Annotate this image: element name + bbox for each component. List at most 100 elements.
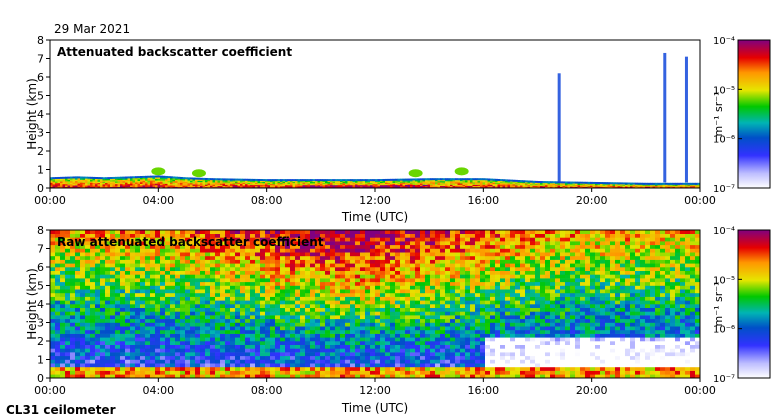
- heatmap-cell: [302, 185, 306, 188]
- heatmap-cell: [50, 181, 53, 184]
- heatmap-cell: [325, 285, 331, 290]
- heatmap-cell: [112, 179, 116, 182]
- heatmap-cell: [392, 181, 396, 183]
- heatmap-cell: [170, 311, 176, 316]
- heatmap-cell: [305, 311, 311, 316]
- heatmap-cell: [265, 322, 271, 327]
- heatmap-cell: [310, 300, 316, 305]
- heatmap-cell: [355, 248, 361, 253]
- heatmap-cell: [130, 333, 136, 338]
- heatmap-cell: [195, 177, 198, 180]
- heatmap-cell: [65, 259, 71, 264]
- heatmap-cell: [235, 248, 241, 253]
- heatmap-cell: [175, 374, 181, 378]
- heatmap-cell: [585, 184, 588, 186]
- heatmap-cell: [295, 180, 298, 183]
- heatmap-cell: [270, 329, 276, 334]
- heatmap-cell: [497, 182, 501, 185]
- heatmap-cell: [150, 307, 156, 312]
- heatmap-cell: [315, 281, 321, 286]
- heatmap-cell: [332, 182, 336, 185]
- heatmap-cell: [150, 363, 156, 368]
- heatmap-cell: [427, 184, 431, 187]
- heatmap-cell: [92, 185, 96, 188]
- heatmap-cell: [65, 278, 71, 283]
- heatmap-cell: [290, 300, 296, 305]
- heatmap-cell: [265, 185, 268, 188]
- heatmap-cell: [185, 252, 191, 257]
- heatmap-cell: [637, 186, 641, 188]
- heatmap-cell: [400, 281, 406, 286]
- heatmap-cell: [420, 178, 423, 181]
- heatmap-cell: [220, 179, 223, 182]
- heatmap-cell: [330, 311, 336, 316]
- heatmap-cell: [290, 352, 296, 357]
- heatmap-cell: [450, 183, 453, 185]
- heatmap-cell: [245, 259, 251, 264]
- heatmap-cell: [115, 281, 121, 286]
- heatmap-cell: [390, 183, 393, 186]
- heatmap-cell: [130, 248, 136, 253]
- heatmap-cell: [255, 180, 258, 182]
- heatmap-cell: [120, 230, 126, 234]
- heatmap-cell: [325, 255, 331, 260]
- heatmap-cell: [245, 270, 251, 275]
- heatmap-cell: [125, 337, 131, 342]
- heatmap-cell: [245, 263, 251, 268]
- heatmap-cell: [240, 178, 243, 181]
- heatmap-cell: [140, 244, 146, 249]
- heatmap-cell: [337, 184, 341, 187]
- heatmap-cell: [325, 252, 331, 257]
- heatmap-cell: [135, 281, 141, 286]
- heatmap-cell: [330, 267, 336, 271]
- heatmap-cell: [190, 180, 193, 182]
- heatmap-cell: [375, 374, 381, 378]
- heatmap-cell: [210, 248, 216, 253]
- heatmap-cell: [80, 241, 86, 246]
- heatmap-cell: [310, 363, 316, 368]
- y-tick-label: 5: [37, 90, 44, 103]
- heatmap-cell: [105, 180, 108, 182]
- heatmap-cell: [235, 184, 238, 187]
- heatmap-cell: [135, 248, 141, 253]
- heatmap-cell: [667, 182, 671, 185]
- heatmap-cell: [275, 311, 281, 316]
- heatmap-cell: [75, 176, 78, 179]
- heatmap-cell: [95, 329, 101, 334]
- heatmap-cell: [280, 348, 286, 353]
- heatmap-cell: [265, 179, 268, 182]
- heatmap-cell: [150, 348, 156, 353]
- heatmap-cell: [560, 182, 563, 184]
- heatmap-cell: [115, 285, 121, 290]
- heatmap-cell: [52, 181, 56, 184]
- heatmap-cell: [165, 255, 171, 260]
- heatmap-cell: [345, 370, 351, 375]
- heatmap-cell: [180, 315, 186, 320]
- heatmap-cell: [230, 374, 236, 378]
- heatmap-cell: [215, 244, 221, 249]
- heatmap-cell: [140, 184, 143, 187]
- heatmap-cell: [195, 300, 201, 305]
- heatmap-cell: [400, 274, 406, 279]
- heatmap-cell: [240, 289, 246, 294]
- heatmap-cell: [525, 180, 528, 183]
- heatmap-cell: [660, 184, 663, 186]
- heatmap-cell: [562, 185, 566, 187]
- heatmap-cell: [315, 248, 321, 253]
- heatmap-cell: [185, 318, 191, 323]
- heatmap-cell: [385, 359, 391, 364]
- heatmap-cell: [175, 337, 181, 342]
- heatmap-cell: [365, 307, 371, 312]
- heatmap-cell: [357, 186, 361, 188]
- heatmap-cell: [340, 255, 346, 260]
- heatmap-cell: [397, 178, 401, 181]
- heatmap-cell: [530, 180, 533, 183]
- heatmap-cell: [242, 185, 246, 188]
- heatmap-cell: [385, 241, 391, 246]
- heatmap-cell: [280, 259, 286, 264]
- heatmap-cell: [257, 185, 261, 188]
- heatmap-cell: [650, 182, 653, 185]
- heatmap-cell: [215, 370, 221, 375]
- heatmap-cell: [347, 180, 351, 183]
- heatmap-cell: [200, 230, 206, 234]
